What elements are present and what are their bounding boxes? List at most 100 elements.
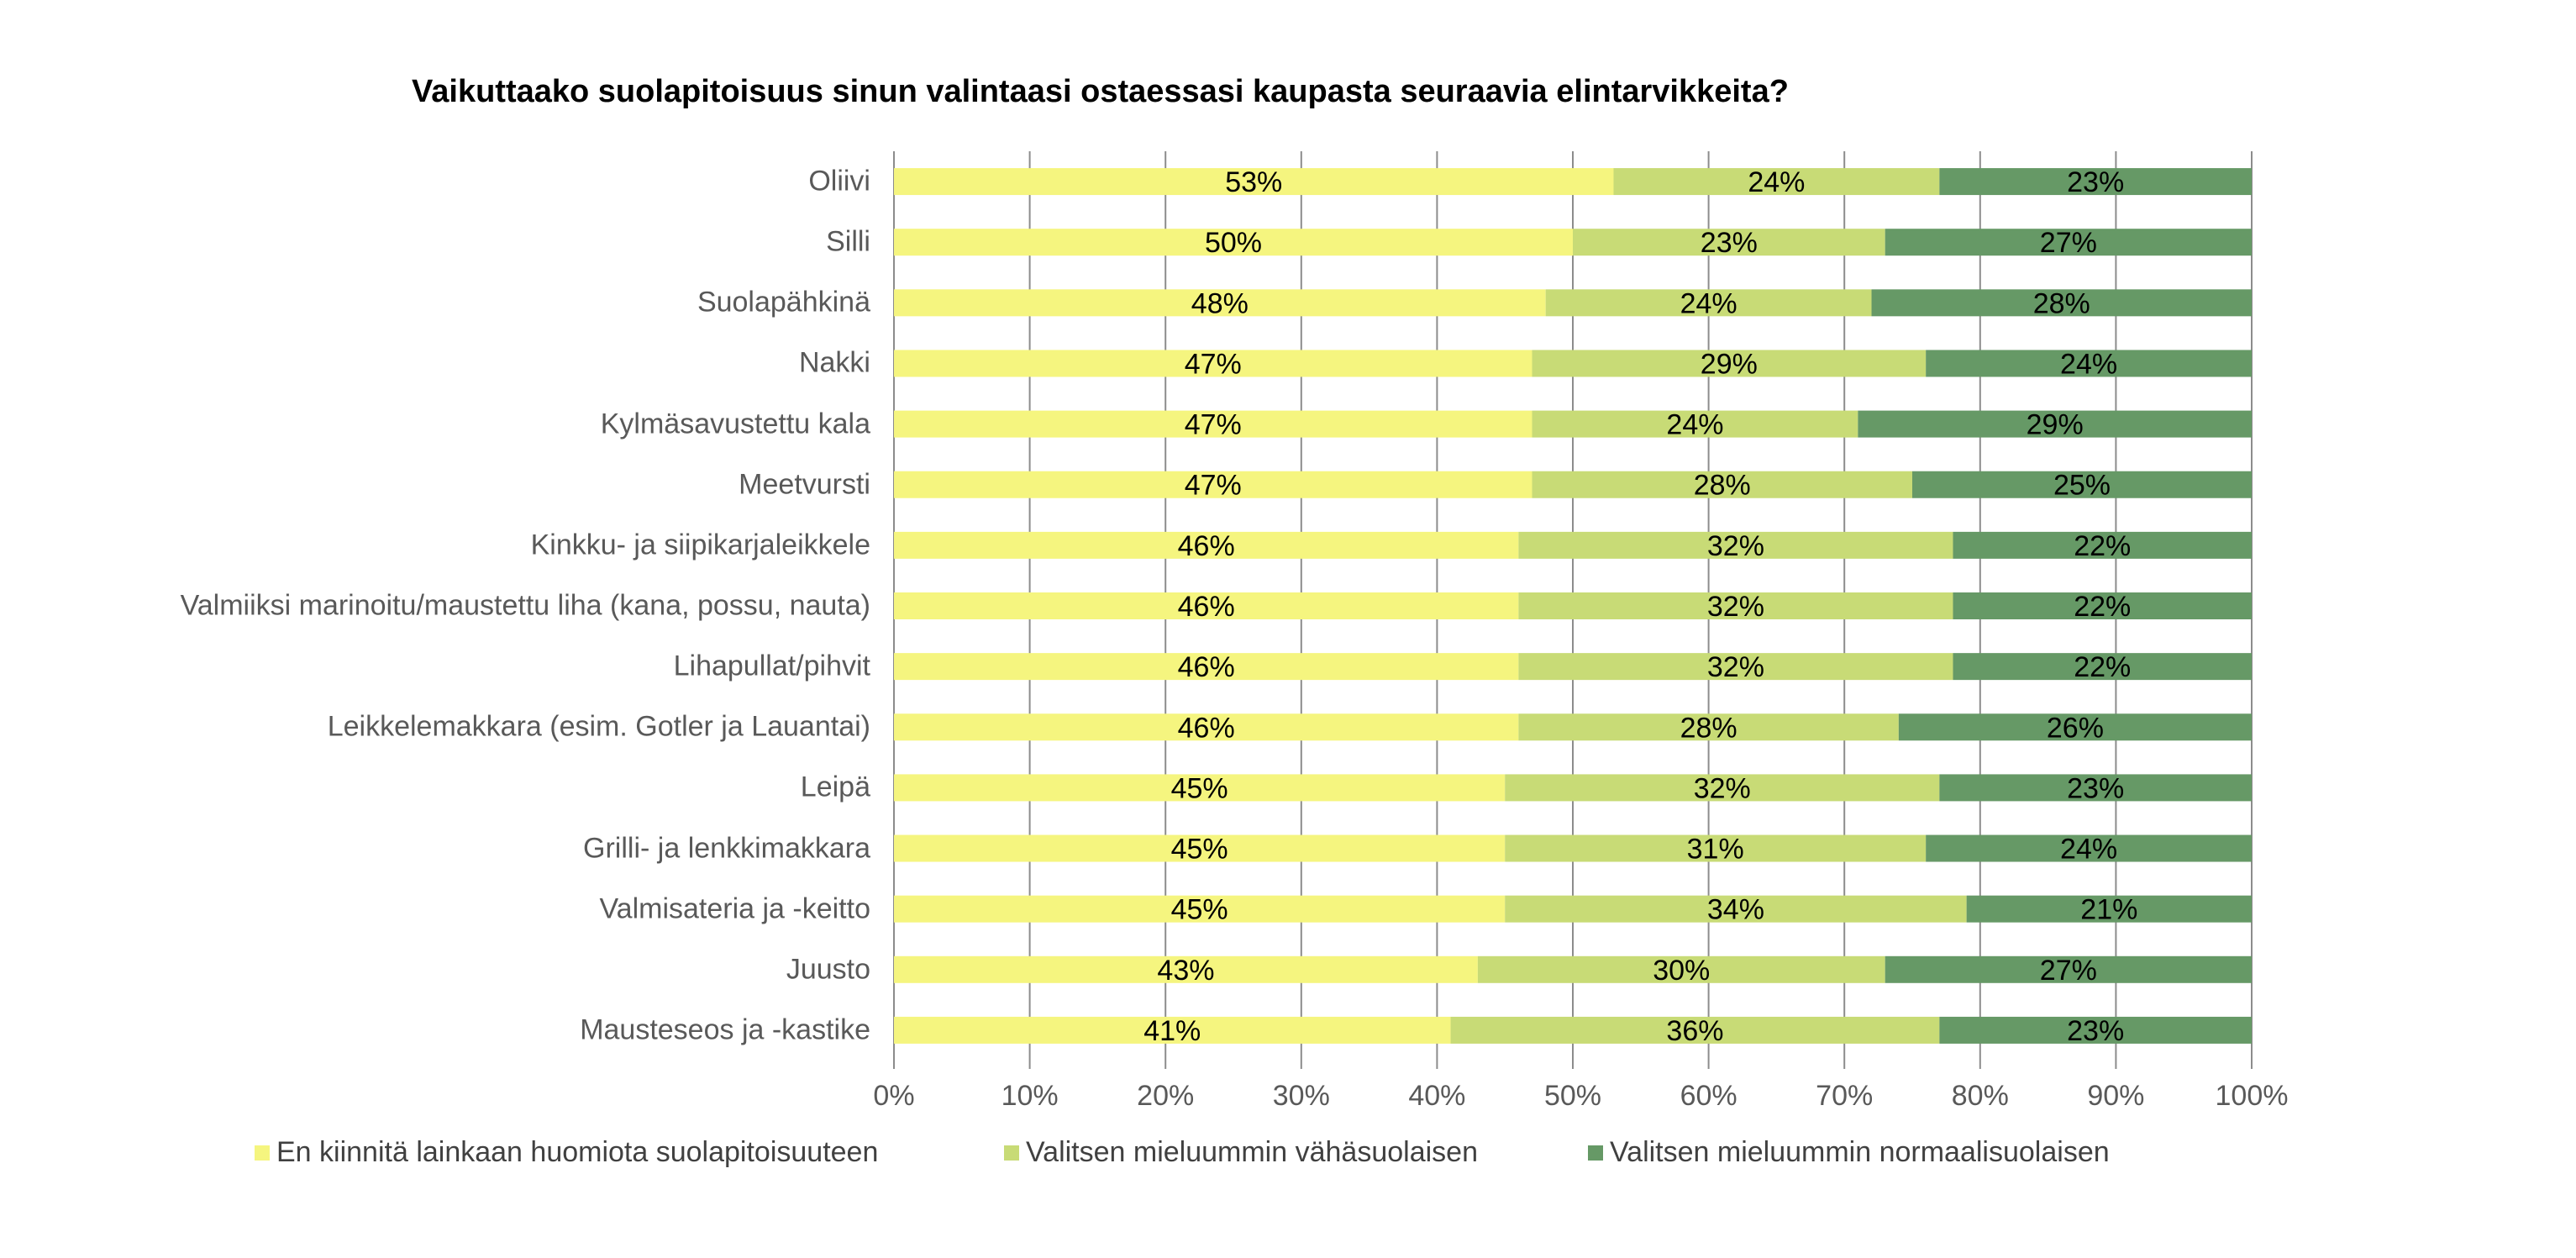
bar-segment [1613, 168, 1940, 196]
data-label: 22% [2074, 591, 2131, 623]
legend-label: Valitsen mieluummin normaalisuolaisen [1610, 1136, 2110, 1168]
bar-segment [1926, 350, 2252, 377]
data-label: 29% [2027, 409, 2084, 441]
bar-segment [1518, 592, 1953, 619]
bar-segment [894, 471, 1532, 498]
data-label: 27% [2040, 227, 2097, 259]
bar-segment [1953, 592, 2252, 619]
tick-label: 0% [873, 1080, 915, 1112]
legend-item: En kiinnitä lainkaan huomiota suolapitoi… [255, 1136, 878, 1169]
category-label: Kylmäsavustettu kala [600, 408, 870, 440]
legend-label: Valitsen mieluummin vähäsuolaisen [1026, 1136, 1478, 1168]
bar-segment [894, 168, 1614, 196]
category-label: Mausteseos ja -kastike [580, 1013, 870, 1046]
tick-label: 100% [2215, 1080, 2289, 1112]
bar-segment [1885, 955, 2252, 983]
data-label: 22% [2074, 530, 2131, 562]
tick-label: 70% [1816, 1080, 1874, 1112]
data-label: 41% [1143, 1015, 1201, 1047]
legend-item: Valitsen mieluummin normaalisuolaisen [1588, 1136, 2110, 1169]
tick-label: 40% [1408, 1080, 1466, 1112]
legend-swatch [255, 1145, 270, 1161]
data-label: 46% [1178, 712, 1235, 744]
bar-segment [1450, 1016, 1940, 1044]
data-label: 23% [2067, 1015, 2124, 1047]
bar-segment [1858, 410, 2252, 438]
data-label: 28% [1694, 470, 1751, 502]
bar-segment [1545, 289, 1872, 317]
data-label: 32% [1707, 651, 1764, 683]
data-label: 47% [1185, 409, 1242, 441]
data-label: 43% [1157, 955, 1214, 987]
bar-segment [894, 713, 1519, 741]
category-label: Suolapähkinä [697, 286, 870, 318]
category-label: Oliivi [808, 165, 870, 197]
data-label: 32% [1694, 772, 1751, 804]
bar-segment [1518, 531, 1953, 559]
bar-segment [1573, 229, 1885, 256]
bar-segment [1953, 653, 2252, 681]
data-label: 21% [2080, 894, 2137, 926]
bar-segment [1898, 713, 2252, 741]
data-label: 31% [1687, 834, 1744, 866]
legend-swatch [1004, 1145, 1019, 1161]
bar-segment [1505, 774, 1940, 802]
bar-segment [894, 895, 1506, 923]
bar-segment [1532, 471, 1912, 498]
data-label: 47% [1185, 348, 1242, 380]
data-label: 45% [1171, 772, 1228, 804]
data-label: 23% [1701, 227, 1758, 259]
bar-segment [1532, 410, 1858, 438]
bar-segment [894, 289, 1546, 317]
data-label: 24% [2060, 348, 2117, 380]
data-label: 24% [1680, 287, 1737, 319]
bar-segment [1518, 713, 1899, 741]
data-label: 25% [2053, 470, 2111, 502]
bar-segment [1966, 895, 2252, 923]
bar-segment [894, 531, 1519, 559]
bar-segment [1939, 774, 2252, 802]
category-label: Leipä [800, 771, 870, 803]
bar-segment [1953, 531, 2252, 559]
data-label: 24% [1748, 166, 1805, 198]
tick-label: 30% [1272, 1080, 1330, 1112]
tick-label: 20% [1137, 1080, 1195, 1112]
category-label: Grilli- ja lenkkimakkara [583, 832, 870, 865]
data-label: 34% [1707, 894, 1764, 926]
tick-label: 80% [1951, 1080, 2009, 1112]
data-label: 46% [1178, 651, 1235, 683]
data-label: 28% [1680, 712, 1737, 744]
bar-segment [894, 229, 1573, 256]
data-label: 26% [2047, 712, 2104, 744]
bar-segment [1477, 955, 1885, 983]
category-label: Lihapullat/pihvit [673, 650, 870, 682]
bar-segment [1532, 350, 1927, 377]
category-label: Silli [826, 225, 870, 258]
data-label: 32% [1707, 530, 1764, 562]
category-label: Valmiiksi marinoitu/maustettu liha (kana… [180, 589, 870, 622]
bar-segment [894, 350, 1532, 377]
legend-swatch [1588, 1145, 1603, 1161]
bar-segment [1939, 168, 2252, 196]
tick-label: 60% [1680, 1080, 1737, 1112]
data-label: 28% [2033, 287, 2090, 319]
data-label: 24% [1666, 409, 1723, 441]
data-label: 29% [1701, 348, 1758, 380]
data-label: 48% [1191, 287, 1249, 319]
category-label: Meetvursti [739, 468, 870, 501]
tick-label: 10% [1001, 1080, 1059, 1112]
data-label: 36% [1666, 1015, 1723, 1047]
bar-segment [1926, 834, 2252, 862]
data-label: 46% [1178, 591, 1235, 623]
data-label: 53% [1225, 166, 1282, 198]
category-label: Nakki [798, 346, 870, 379]
bar-segment [894, 1016, 1451, 1044]
bar-segment [894, 410, 1532, 438]
bar-segment [894, 653, 1519, 681]
data-label: 45% [1171, 894, 1228, 926]
category-label: Valmisateria ja -keitto [599, 892, 871, 925]
bar-segment [894, 955, 1478, 983]
data-label: 47% [1185, 470, 1242, 502]
